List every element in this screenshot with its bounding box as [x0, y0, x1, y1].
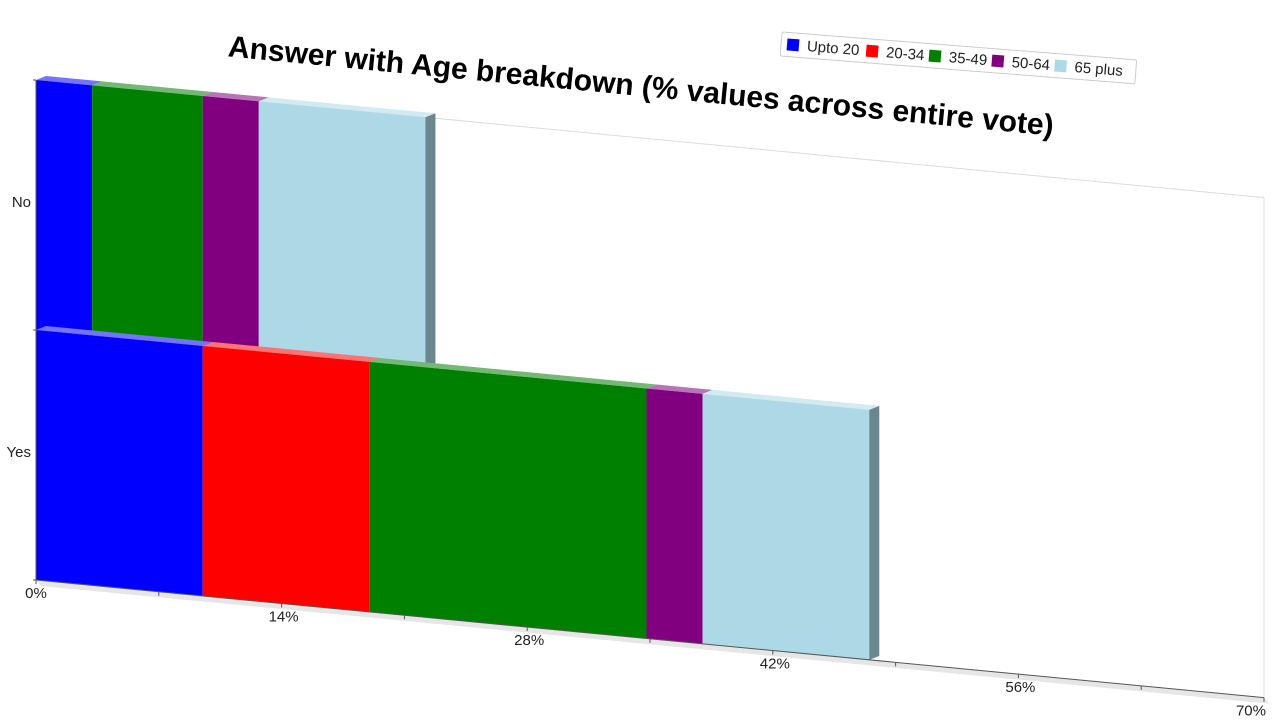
x-tick-label: 0%	[25, 585, 47, 602]
x-tick-label: 14%	[269, 609, 299, 626]
bar-no-side-face	[425, 113, 436, 368]
bar-top-face	[702, 389, 880, 410]
bar-no-35-49	[92, 81, 213, 346]
legend-swatch	[786, 38, 800, 52]
x-tick-label: 56%	[1005, 679, 1035, 696]
bar-front-face	[258, 101, 426, 368]
bar-front-face	[369, 361, 647, 639]
legend-label: 35-49	[948, 49, 988, 69]
bar-front-face	[202, 95, 259, 352]
legend-label: 50-64	[1011, 54, 1051, 74]
legend-label: 20-34	[885, 44, 925, 64]
x-tick-label: 70%	[1236, 703, 1266, 720]
bar-front-face	[646, 388, 703, 644]
bar-front-face	[36, 330, 203, 596]
bar-yes-65-plus	[702, 389, 880, 660]
y-axis: No Yes	[7, 79, 37, 581]
bar-top-face	[202, 341, 380, 362]
x-tick-label: 28%	[514, 632, 544, 649]
bar-front-face	[702, 393, 870, 660]
y-tick-label: No	[12, 194, 31, 211]
bar-front-face	[202, 345, 370, 612]
bar-yes-side-face	[869, 405, 880, 660]
y-tick-label: Yes	[7, 444, 31, 461]
legend-label: Upto 20	[806, 38, 860, 59]
bar-yes-20-34	[202, 341, 380, 612]
bar-top-face	[92, 81, 213, 96]
x-tick-label: 42%	[760, 656, 790, 673]
bars	[36, 76, 880, 660]
legend: Upto 20 20-34 35-49 50-64 65 plus	[779, 31, 1138, 85]
bar-top-face	[202, 91, 269, 102]
x-axis: 0% 14% 28% 42% 56% 70%	[25, 579, 1266, 720]
plot-floor	[36, 580, 1269, 704]
bar-no-50-64	[202, 91, 269, 352]
legend-swatch	[1054, 59, 1068, 73]
bar-top-face	[369, 357, 657, 389]
legend-swatch	[865, 44, 879, 58]
bar-no-upto-20	[36, 76, 103, 336]
bar-front-face	[36, 80, 93, 336]
bar-no-65-plus	[258, 97, 436, 368]
x-axis-line	[35, 579, 1265, 699]
bar-yes-50-64	[646, 384, 713, 644]
bar-top-face	[258, 97, 436, 118]
bar-top-face	[36, 76, 103, 86]
legend-label: 65 plus	[1074, 59, 1124, 80]
bar-yes-upto-20	[36, 326, 213, 596]
bar-front-face	[92, 85, 203, 346]
legend-swatch	[928, 49, 942, 63]
bar-yes-35-49	[369, 357, 657, 639]
bar-top-face	[646, 384, 713, 394]
legend-swatch	[991, 54, 1005, 68]
bar-top-face	[36, 326, 213, 346]
